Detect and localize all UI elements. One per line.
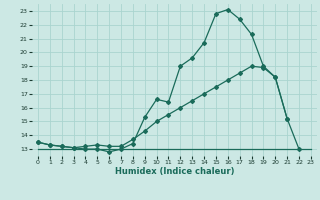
X-axis label: Humidex (Indice chaleur): Humidex (Indice chaleur) bbox=[115, 167, 234, 176]
